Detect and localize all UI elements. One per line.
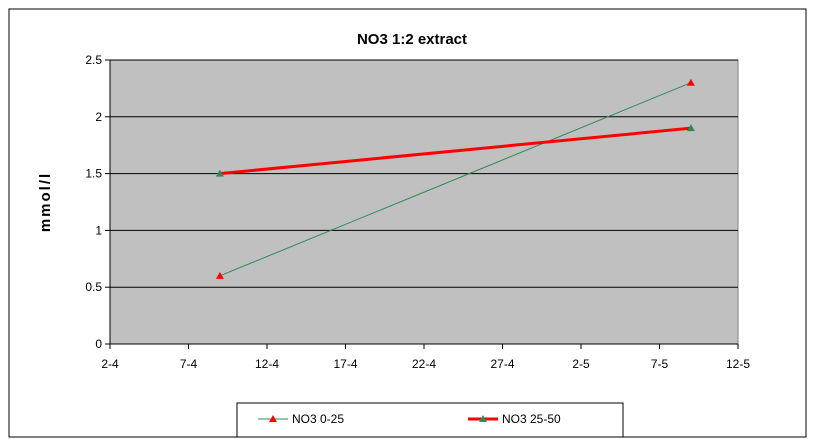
series-layer [215, 78, 695, 279]
legend-marker-no3-25-50 [479, 415, 487, 422]
y-tick-label: 2 [95, 110, 102, 124]
data-point [686, 124, 695, 132]
series-line-1 [219, 126, 692, 176]
series-line-0 [219, 82, 692, 277]
y-tick-label: 0.5 [85, 280, 102, 294]
legend-box [236, 402, 624, 438]
x-tick-label: 2-4 [101, 357, 119, 371]
y-axis-label: mmol/l [37, 172, 54, 232]
data-point [215, 169, 224, 177]
x-tick-label: 27-4 [490, 357, 514, 371]
x-tick-label: 22-4 [412, 357, 436, 371]
data-point [215, 271, 224, 279]
x-tick-label: 7-5 [651, 357, 669, 371]
legend-label-no3-0-25: NO3 0-25 [292, 412, 344, 426]
x-tick-label: 2-5 [572, 357, 590, 371]
legend-label-no3-25-50: NO3 25-50 [502, 412, 561, 426]
data-point [686, 78, 695, 86]
grid-lines [110, 59, 738, 288]
y-tick-label: 1.5 [85, 167, 102, 181]
plot-area [109, 59, 739, 345]
chart-title: NO3 1:2 extract [357, 31, 467, 48]
x-tick-label: 12-4 [255, 357, 279, 371]
y-tick-label: 2.5 [85, 53, 102, 67]
x-axis-tick-labels: 2-4 7-4 12-4 17-4 22-4 27-4 2-5 7-5 12-5 [101, 344, 750, 371]
y-tick-label: 0 [95, 337, 102, 351]
x-tick-label: 7-4 [180, 357, 198, 371]
y-axis-tick-labels: 0 0.5 1 1.5 2 2.5 [85, 53, 110, 351]
legend-marker-no3-0-25 [269, 415, 277, 422]
legend: NO3 0-25 NO3 25-50 [236, 402, 624, 438]
x-tick-label: 17-4 [333, 357, 357, 371]
y-tick-label: 1 [95, 223, 102, 237]
x-tick-label: 12-5 [726, 357, 750, 371]
